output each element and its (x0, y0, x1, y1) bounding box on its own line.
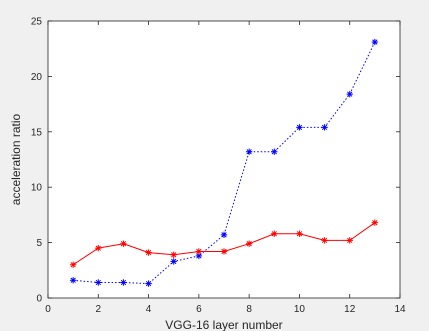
y-tick-label: 10 (31, 183, 43, 194)
data-point (69, 277, 77, 284)
data-point (69, 261, 77, 268)
x-tick-label: 12 (344, 304, 356, 315)
x-tick-label: 10 (294, 304, 306, 315)
data-point (321, 237, 328, 244)
data-point (371, 219, 379, 226)
data-point (220, 248, 228, 255)
data-point (220, 231, 228, 239)
data-point (170, 258, 177, 265)
data-point (170, 251, 177, 258)
data-point (371, 38, 379, 46)
data-point (346, 237, 353, 244)
axis-tick-labels: 0 2 4 6 8 10 12 14 0 5 10 15 20 25 (31, 17, 406, 316)
axis-ticks (47, 20, 401, 299)
data-point (120, 240, 127, 247)
y-axis-label: acceleration ratio (9, 113, 23, 205)
series-1 (69, 38, 379, 287)
data-point (120, 279, 127, 286)
y-tick-label: 5 (36, 238, 42, 249)
x-tick-label: 4 (146, 304, 152, 315)
data-point (271, 230, 278, 237)
y-tick-label: 0 (36, 294, 42, 305)
data-point (321, 124, 328, 131)
y-tick-label: 20 (31, 72, 43, 83)
y-tick-label: 25 (31, 17, 43, 28)
x-tick-label: 14 (394, 304, 406, 315)
data-point (145, 249, 152, 256)
y-tick-label: 15 (31, 127, 43, 138)
x-tick-label: 2 (96, 304, 102, 315)
plot-area (47, 20, 401, 299)
data-point (296, 230, 303, 237)
x-tick-label: 0 (45, 304, 51, 315)
x-tick-label: 6 (196, 304, 202, 315)
data-point (245, 240, 253, 247)
x-tick-label: 8 (246, 304, 252, 315)
x-axis-label: VGG-16 layer number (165, 318, 282, 331)
data-point (346, 90, 353, 98)
data-point (95, 244, 102, 252)
data-point (245, 148, 253, 155)
data-point (145, 280, 152, 287)
data-point (195, 248, 203, 255)
data-point (296, 124, 303, 131)
series-2 (69, 219, 379, 268)
series-layer (69, 38, 379, 287)
data-point (95, 279, 102, 286)
data-point (271, 148, 278, 155)
